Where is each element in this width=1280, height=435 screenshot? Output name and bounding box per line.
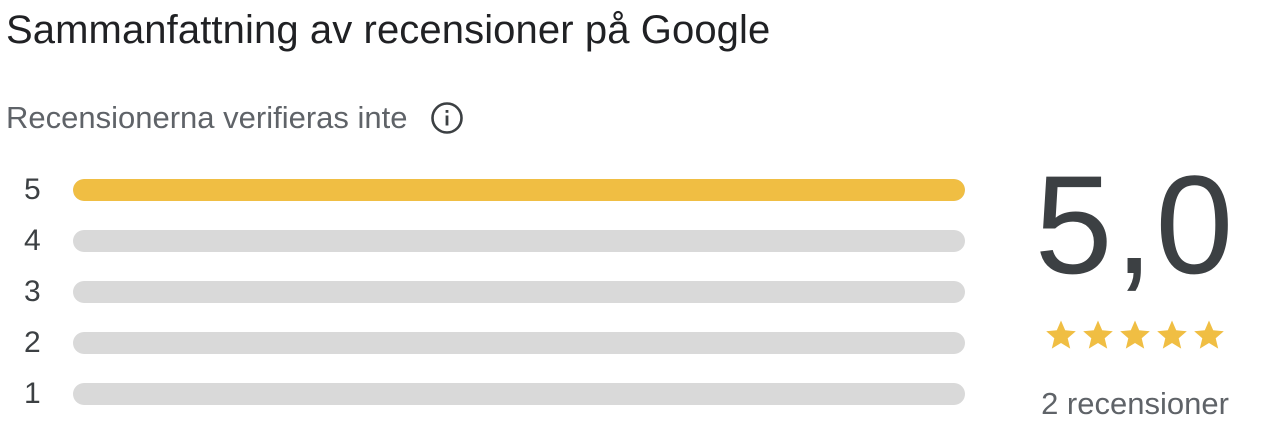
star-icon [1118,318,1152,352]
star-icon [1081,318,1115,352]
rating-bar-track [73,178,965,201]
review-count-link[interactable]: 2 recensioner [1041,386,1229,421]
rating-row-4[interactable]: 4 [22,215,972,266]
rating-label: 4 [24,223,41,257]
rating-bar-fill [73,178,965,201]
star-icon [1044,318,1078,352]
page-title: Sammanfattning av recensioner på Google [6,8,771,52]
rating-row-3[interactable]: 3 [22,266,972,317]
rating-bar-track [73,331,965,354]
star-icon [1155,318,1189,352]
rating-row-5[interactable]: 5 [22,164,972,215]
rating-label: 3 [24,274,41,308]
rating-summary: 5,0 2 recensioner [1010,150,1260,422]
rating-bar-track [73,229,965,252]
star-icon [1192,318,1226,352]
rating-label: 2 [24,325,41,359]
average-score: 5,0 [1034,146,1236,303]
rating-row-2[interactable]: 2 [22,317,972,368]
verification-notice: Recensionerna verifieras inte [6,96,464,140]
rating-bar-track [73,382,965,405]
star-rating [1010,318,1260,352]
rating-label: 1 [24,376,41,410]
rating-row-1[interactable]: 1 [22,368,972,419]
rating-label: 5 [24,172,41,206]
rating-distribution: 5 4 3 2 1 [22,164,972,419]
info-icon[interactable] [430,101,464,135]
rating-bar-track [73,280,965,303]
verification-text: Recensionerna verifieras inte [6,100,408,135]
